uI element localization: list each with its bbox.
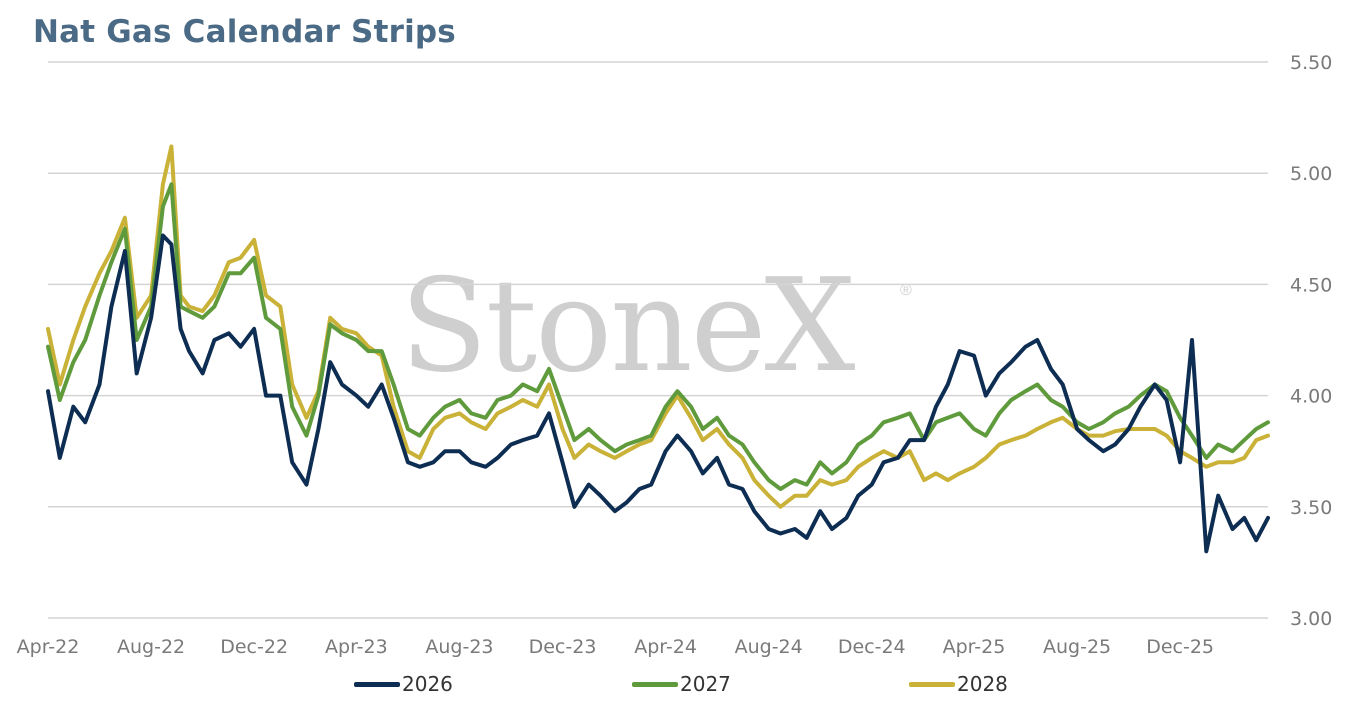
legend-label-2028: 2028 — [957, 672, 1008, 696]
legend-item-2028: 2028 — [909, 672, 1008, 696]
x-tick-label: Dec-25 — [1146, 636, 1214, 658]
x-tick-label: Dec-22 — [220, 636, 288, 658]
y-tick-label: 3.50 — [1290, 497, 1332, 519]
y-axis-ticks: 3.00 3.50 4.00 4.50 5.00 5.50 — [1290, 52, 1332, 630]
gridlines — [48, 61, 1268, 619]
x-tick-label: Dec-23 — [529, 636, 597, 658]
y-tick-label: 5.00 — [1290, 163, 1332, 185]
x-tick-label: Aug-25 — [1043, 636, 1111, 658]
y-tick-label: 5.50 — [1290, 52, 1332, 74]
x-tick-label: Apr-24 — [634, 636, 697, 658]
x-tick-label: Aug-22 — [117, 636, 185, 658]
legend-label-2027: 2027 — [680, 672, 731, 696]
legend-swatch-2026 — [354, 681, 400, 687]
series-line-2027 — [46, 182, 1270, 491]
x-tick-label: Aug-24 — [735, 636, 803, 658]
legend: 2026 2027 2028 — [0, 672, 1350, 702]
legend-item-2026: 2026 — [354, 672, 453, 696]
legend-label-2026: 2026 — [402, 672, 453, 696]
legend-item-2027: 2027 — [632, 672, 731, 696]
x-tick-label: Apr-25 — [943, 636, 1006, 658]
y-tick-label: 3.00 — [1290, 608, 1332, 630]
stonex-watermark-logo: StoneX — [400, 252, 855, 401]
x-tick-label: Apr-23 — [325, 636, 388, 658]
x-tick-label: Dec-24 — [838, 636, 906, 658]
y-tick-label: 4.50 — [1290, 274, 1332, 296]
chart-title: Nat Gas Calendar Strips — [33, 14, 456, 50]
series-lines — [46, 144, 1270, 554]
series-line-2026 — [46, 233, 1270, 554]
registered-mark: ® — [900, 282, 912, 299]
legend-swatch-2027 — [632, 681, 678, 687]
legend-swatch-2028 — [909, 681, 955, 687]
x-tick-label: Apr-22 — [17, 636, 80, 658]
series-line-2028 — [46, 144, 1270, 509]
y-tick-label: 4.00 — [1290, 386, 1332, 408]
x-axis-ticks: Apr-22 Aug-22 Dec-22 Apr-23 Aug-23 Dec-23 Apr-… — [17, 636, 1214, 658]
x-tick-label: Aug-23 — [425, 636, 493, 658]
